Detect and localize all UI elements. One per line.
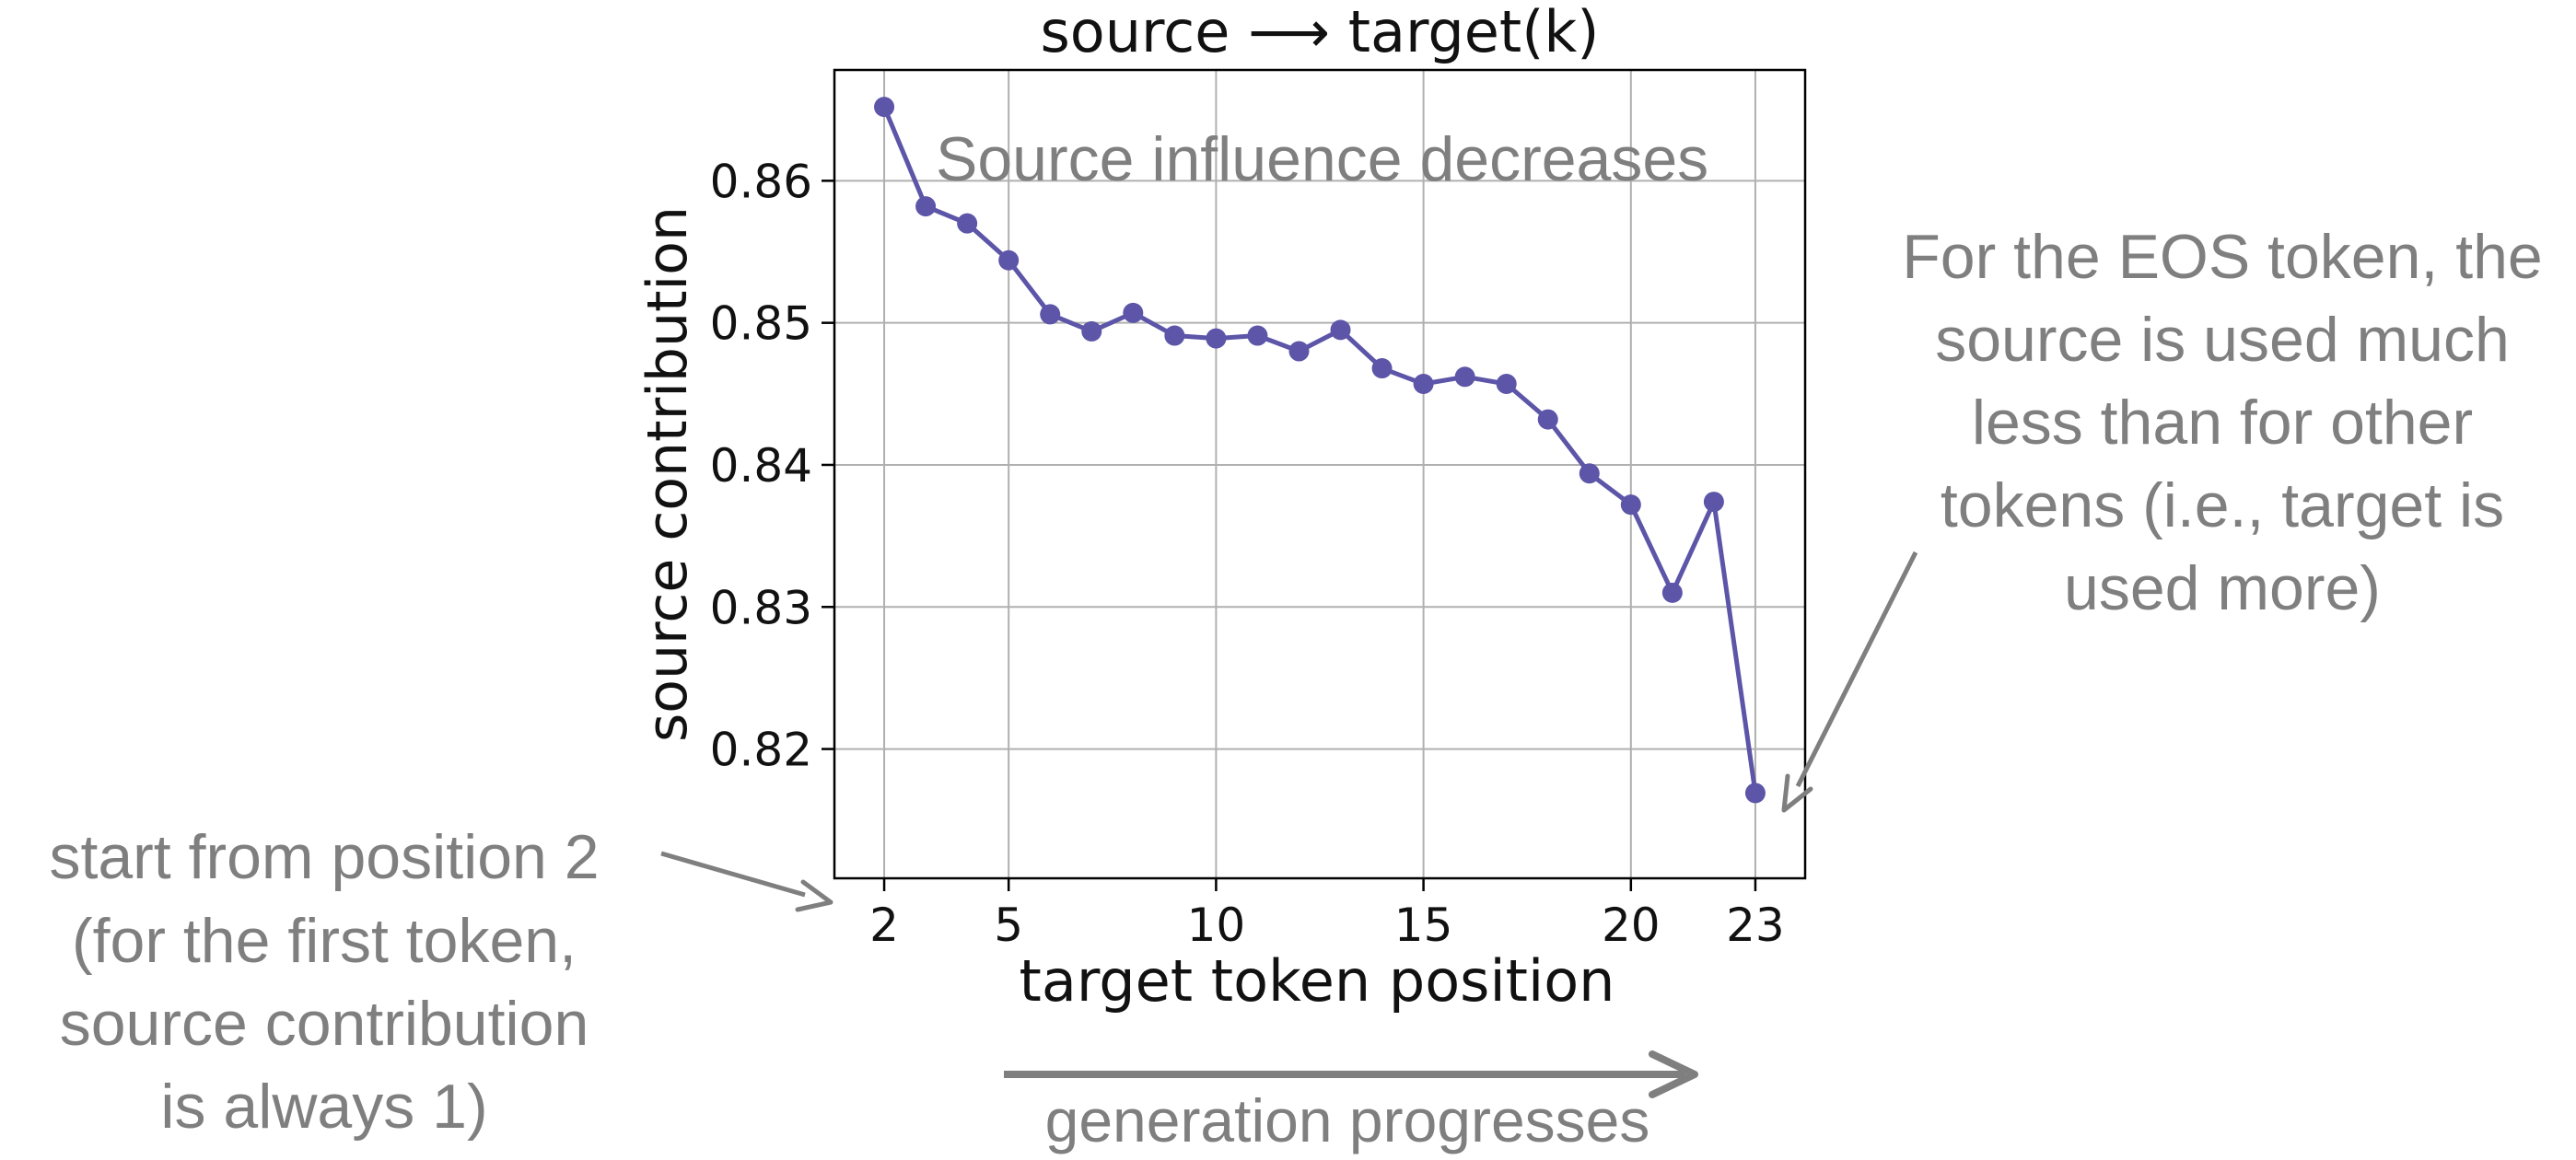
data-point [1620,494,1641,516]
x-tick-label: 2 [869,899,899,952]
data-point [1206,328,1227,349]
start-arrow-line [660,851,806,898]
x-tick-label: 15 [1394,899,1453,952]
y-tick-label: 0.82 [710,724,812,777]
annotation-start-arrow [660,851,833,912]
data-point [1744,783,1766,804]
x-axis-label: target token position [1020,947,1615,1015]
start-arrowhead-icon [795,879,833,912]
generation-arrowhead-icon [1649,1050,1698,1098]
plot-frame [833,68,1807,880]
series-line [881,106,1758,794]
series-group [874,97,1766,804]
x-tick-label: 20 [1602,899,1661,952]
y-tick-label: 0.84 [710,439,812,493]
annotation-source-influence: Source influence decreases [936,124,1708,194]
data-point [998,249,1020,271]
annotation-start-line: is always 1) [160,1072,487,1142]
annotation-start: start from position 2 (for the first tok… [49,822,599,1142]
y-axis-label: source contribution [635,206,700,742]
annotation-start-line: source contribution [60,989,589,1059]
y-tick-label: 0.85 [710,297,812,351]
data-point [1496,374,1517,395]
data-point [1703,492,1724,513]
annotation-eos-line: less than for other [1972,388,2473,458]
x-tick-label: 23 [1726,899,1785,952]
x-axis: 2 5 10 15 20 23 [869,878,1785,952]
y-tick-label: 0.83 [710,581,812,634]
data-point [1288,341,1310,362]
x-tick-label: 10 [1187,899,1246,952]
data-point [1371,358,1393,379]
data-point [1123,302,1144,323]
eos-arrow-line [1795,551,1918,788]
annotation-generation: generation progresses [1045,1086,1650,1154]
eos-arrowhead-icon [1781,773,1813,813]
data-point [915,196,937,217]
data-point [874,97,895,118]
chart-title: source ⟶ target(k) [1041,0,1600,65]
grid-lines [834,70,1805,878]
annotation-eos: For the EOS token, the source is used mu… [1902,222,2542,623]
data-point [1081,320,1102,342]
annotation-eos-arrow [1781,551,1918,813]
chart-title-text: source ⟶ target(k) [1041,0,1600,65]
annotation-eos-line: For the EOS token, the [1902,222,2542,292]
annotation-eos-line: tokens (i.e., target is [1941,470,2504,540]
data-point [1413,374,1434,395]
annotation-generation-arrow: generation progresses [1004,1050,1698,1154]
data-point [1164,325,1185,346]
annotation-start-line: start from position 2 [49,822,599,892]
data-point [957,213,978,234]
y-tick-label: 0.86 [710,155,812,208]
annotation-start-line: (for the first token, [72,906,577,976]
x-tick-label: 5 [994,899,1023,952]
data-point [1661,582,1683,603]
annotation-eos-line: source is used much [1935,305,2510,375]
annotation-eos-line: used more) [2064,553,2381,623]
data-point [1247,325,1268,346]
data-point [1040,304,1061,325]
data-point [1454,366,1475,388]
data-point [1579,463,1600,484]
y-axis: 0.82 0.83 0.84 0.85 0.86 [710,155,834,777]
data-point [1330,319,1351,341]
data-point [1537,409,1558,430]
